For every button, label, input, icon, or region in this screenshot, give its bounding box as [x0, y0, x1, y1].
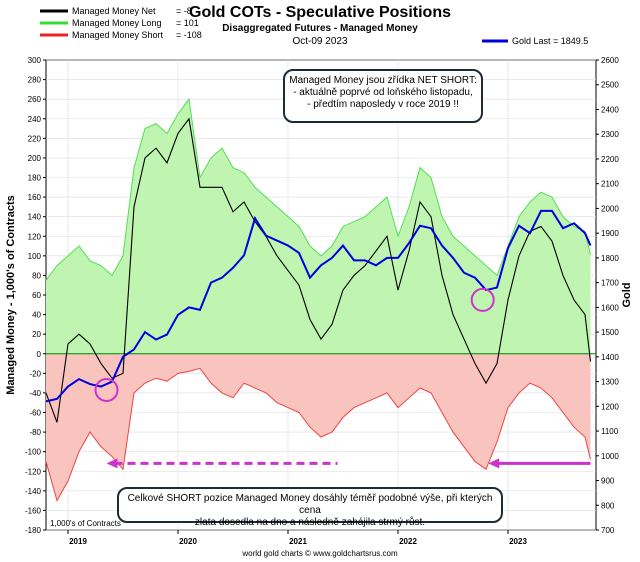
y-tick-label: 120 — [28, 232, 42, 241]
y-tick-label: 220 — [28, 134, 42, 143]
top-annotation-box: Managed Money jsou zřídka NET SHORT: - a… — [283, 69, 483, 123]
y2-tick-label: 1500 — [601, 328, 619, 337]
y-tick-label: 160 — [28, 193, 42, 202]
y-tick-label: -140 — [25, 487, 42, 496]
y-tick-label: -100 — [25, 448, 42, 457]
y-tick-label: -180 — [25, 526, 42, 535]
chart-date: Oct-09 2023 — [292, 36, 347, 47]
top-annotation-line: - aktuálně poprvé od loňského listopadu, — [293, 87, 473, 98]
y2-tick-label: 2400 — [601, 105, 619, 114]
legend-label-gold: Gold Last = 1849.5 — [512, 36, 588, 46]
y-tick-label: 100 — [28, 252, 42, 261]
y2-tick-label: 2100 — [601, 180, 619, 189]
arrow-head — [106, 458, 118, 469]
source-credit: world gold charts © www.goldchartsrus.co… — [241, 549, 398, 558]
legend-label: Managed Money Net — [72, 6, 156, 16]
y2-tick-label: 1900 — [601, 229, 619, 238]
y-tick-label: -160 — [25, 506, 42, 515]
y2-tick-label: 1000 — [601, 452, 619, 461]
y2-tick-label: 1300 — [601, 378, 619, 387]
x-tick-label: 2023 — [509, 537, 527, 546]
chart-title: Gold COTs - Speculative Positions — [189, 4, 451, 21]
y-tick-label: 180 — [28, 174, 42, 183]
long-area — [46, 99, 591, 354]
x-tick-label: 2020 — [179, 537, 197, 546]
top-annotation-line: - předtím naposledy v roce 2019 !! — [307, 99, 459, 110]
y-tick-label: -80 — [29, 428, 41, 437]
y2-tick-label: 800 — [601, 501, 615, 510]
legend-value: = -8 — [176, 6, 192, 16]
legend-value: = 101 — [176, 18, 199, 28]
y2-tick-label: 2000 — [601, 204, 619, 213]
legend-value: = -108 — [176, 30, 202, 40]
y-tick-label: 300 — [28, 56, 42, 65]
y2-tick-label: 2500 — [601, 81, 619, 90]
y2-tick-label: 900 — [601, 477, 615, 486]
y2-tick-label: 1400 — [601, 353, 619, 362]
chart-subtitle: Disaggregated Futures - Managed Money — [222, 23, 418, 34]
bottom-annotation-box: Celkové SHORT pozice Managed Money dosáh… — [117, 487, 503, 528]
units-note: 1,000's of Contracts — [50, 519, 121, 528]
top-annotation-line: Managed Money jsou zřídka NET SHORT: — [289, 75, 477, 86]
y-tick-label: 80 — [32, 271, 41, 280]
y2-tick-label: 2600 — [601, 56, 619, 65]
net-line — [45, 117, 592, 423]
highlight-circle — [470, 287, 495, 312]
y2-tick-label: 2200 — [601, 155, 619, 164]
y-tick-label: 140 — [28, 213, 42, 222]
y-tick-label: 0 — [37, 350, 42, 359]
y-tick-label: 60 — [32, 291, 41, 300]
y-tick-label: -40 — [29, 389, 41, 398]
y-tick-label: 20 — [32, 330, 41, 339]
y2-tick-label: 1800 — [601, 254, 619, 263]
bottom-annotation-line: zlata dosedla na dno a následně zahájila… — [194, 517, 426, 528]
y2-tick-label: 1200 — [601, 402, 619, 411]
y-tick-label: -20 — [29, 369, 41, 378]
y2-tick-label: 1600 — [601, 303, 619, 312]
y2-tick-label: 1700 — [601, 279, 619, 288]
y-tick-label: 240 — [28, 115, 42, 124]
y2-tick-label: 1100 — [601, 427, 619, 436]
y-tick-label: 200 — [28, 154, 42, 163]
arrow-head — [488, 458, 500, 469]
short-line — [45, 367, 591, 502]
legend-label: Managed Money Long — [72, 18, 162, 28]
gold-line — [45, 209, 592, 403]
x-tick-label: 2021 — [289, 537, 307, 546]
y-tick-label: 260 — [28, 95, 42, 104]
short-area — [46, 353, 591, 501]
bottom-annotation-line: Celkové SHORT pozice Managed Money dosáh… — [127, 493, 493, 516]
y2-tick-label: 700 — [601, 526, 615, 535]
y-tick-label: -60 — [29, 409, 41, 418]
y-tick-label: -120 — [25, 467, 42, 476]
y2-tick-label: 2300 — [601, 130, 619, 139]
y-axis-label: Managed Money - 1,000's of Contracts — [5, 195, 17, 394]
long-line — [45, 97, 591, 281]
y-tick-label: 280 — [28, 76, 42, 85]
legend-label: Managed Money Short — [72, 30, 164, 40]
highlight-circle — [94, 377, 119, 402]
x-tick-label: 2019 — [69, 537, 87, 546]
y2-axis-label: Gold — [621, 282, 633, 307]
y-tick-label: 40 — [32, 311, 41, 320]
x-tick-label: 2022 — [399, 537, 417, 546]
